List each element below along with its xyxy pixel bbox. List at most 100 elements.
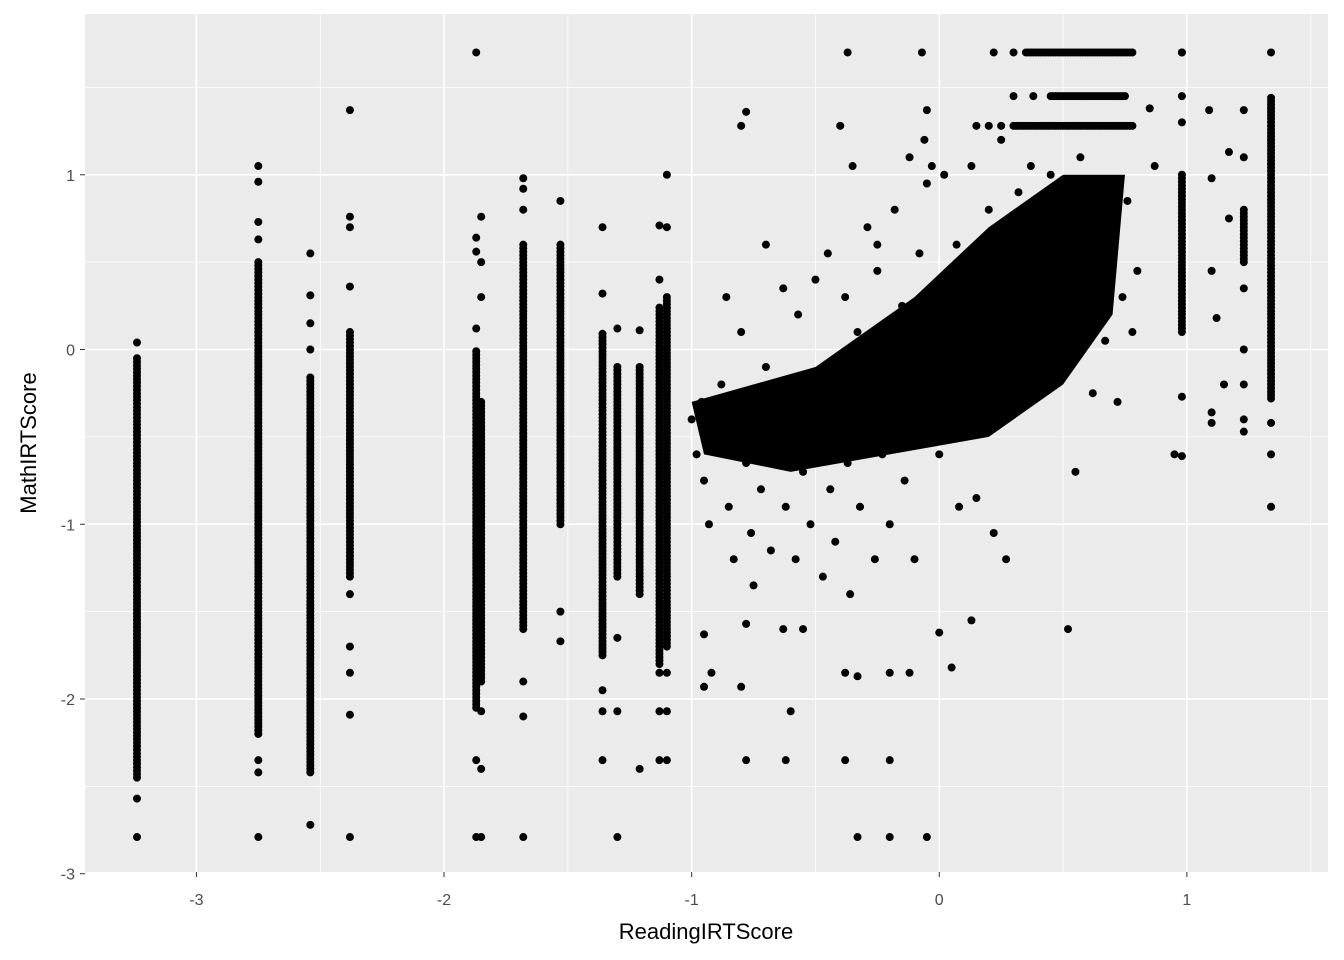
data-point bbox=[1177, 92, 1186, 101]
data-point bbox=[1021, 266, 1030, 275]
data-point bbox=[860, 424, 869, 433]
data-point bbox=[477, 764, 486, 773]
dense-point-cluster bbox=[691, 174, 1125, 472]
data-point bbox=[724, 502, 733, 511]
x-axis-title: ReadingIRTScore bbox=[619, 919, 793, 944]
x-tick-label: 0 bbox=[935, 892, 944, 909]
data-point bbox=[692, 450, 701, 459]
data-point bbox=[556, 637, 565, 646]
data-point bbox=[1239, 153, 1248, 162]
data-point bbox=[1267, 502, 1276, 511]
data-point bbox=[345, 668, 354, 677]
data-point bbox=[843, 459, 852, 468]
data-point bbox=[922, 106, 931, 115]
data-point bbox=[761, 240, 770, 249]
data-point bbox=[1029, 92, 1038, 101]
data-point bbox=[841, 293, 850, 302]
data-point bbox=[635, 326, 644, 335]
data-point bbox=[885, 756, 894, 765]
data-point bbox=[729, 555, 738, 564]
data-point bbox=[1091, 275, 1100, 284]
data-point bbox=[836, 397, 845, 406]
data-point bbox=[927, 380, 936, 389]
data-point bbox=[1177, 452, 1186, 461]
data-point bbox=[519, 677, 528, 686]
data-point bbox=[761, 362, 770, 371]
data-point bbox=[1207, 408, 1216, 417]
data-point bbox=[613, 633, 622, 642]
data-point bbox=[984, 205, 993, 214]
data-point bbox=[1239, 205, 1248, 214]
data-point bbox=[831, 537, 840, 546]
data-point bbox=[1064, 625, 1073, 634]
data-point bbox=[707, 668, 716, 677]
data-point bbox=[898, 301, 907, 310]
data-point bbox=[1239, 284, 1248, 293]
data-point bbox=[742, 619, 751, 628]
data-point bbox=[477, 258, 486, 267]
data-point bbox=[598, 289, 607, 298]
data-point bbox=[306, 319, 315, 328]
data-point bbox=[930, 293, 939, 302]
data-point bbox=[1123, 196, 1132, 205]
data-point bbox=[662, 707, 671, 716]
data-point bbox=[345, 282, 354, 291]
data-point bbox=[947, 406, 956, 415]
y-tick-label: -1 bbox=[61, 517, 75, 534]
data-point bbox=[826, 485, 835, 494]
data-point bbox=[345, 710, 354, 719]
data-point bbox=[598, 756, 607, 765]
data-point bbox=[747, 528, 756, 537]
data-point bbox=[598, 329, 607, 338]
x-axis: -3 -2 -1 0 1 bbox=[189, 872, 1191, 909]
data-point bbox=[774, 380, 783, 389]
data-point bbox=[1039, 380, 1048, 389]
data-point bbox=[806, 520, 815, 529]
data-point bbox=[1066, 362, 1075, 371]
data-point bbox=[816, 441, 825, 450]
data-point bbox=[1150, 162, 1159, 171]
data-point bbox=[915, 249, 924, 258]
data-point bbox=[935, 628, 944, 637]
data-point bbox=[1118, 293, 1127, 302]
data-point bbox=[254, 258, 263, 267]
data-point bbox=[635, 362, 644, 371]
data-point bbox=[1046, 170, 1055, 179]
data-point bbox=[1239, 380, 1248, 389]
data-point bbox=[1177, 118, 1186, 127]
data-point bbox=[345, 328, 354, 337]
data-point bbox=[519, 712, 528, 721]
data-point bbox=[742, 107, 751, 116]
data-point bbox=[1267, 93, 1276, 102]
data-point bbox=[477, 212, 486, 221]
y-axis: -3 -2 -1 0 1 bbox=[61, 168, 85, 884]
data-point bbox=[1054, 240, 1063, 249]
data-point bbox=[737, 328, 746, 337]
data-point bbox=[598, 223, 607, 232]
x-tick-label: -3 bbox=[189, 892, 203, 909]
y-axis-title: MathIRTScore bbox=[16, 372, 41, 513]
data-point bbox=[1267, 450, 1276, 459]
data-point bbox=[1267, 48, 1276, 57]
data-point bbox=[997, 121, 1006, 130]
data-point bbox=[655, 275, 664, 284]
data-point bbox=[700, 630, 709, 639]
data-point bbox=[1177, 48, 1186, 57]
data-point bbox=[960, 301, 969, 310]
data-point bbox=[737, 424, 746, 433]
data-point bbox=[345, 223, 354, 232]
data-point bbox=[905, 668, 914, 677]
data-point bbox=[598, 707, 607, 716]
data-point bbox=[722, 293, 731, 302]
data-point bbox=[1128, 121, 1137, 130]
data-point bbox=[984, 121, 993, 130]
data-point bbox=[1009, 336, 1018, 345]
data-point bbox=[922, 833, 931, 842]
data-point bbox=[910, 555, 919, 564]
data-point bbox=[519, 174, 528, 183]
data-point bbox=[306, 345, 315, 354]
data-point bbox=[254, 162, 263, 171]
data-point bbox=[704, 520, 713, 529]
data-point bbox=[870, 555, 879, 564]
